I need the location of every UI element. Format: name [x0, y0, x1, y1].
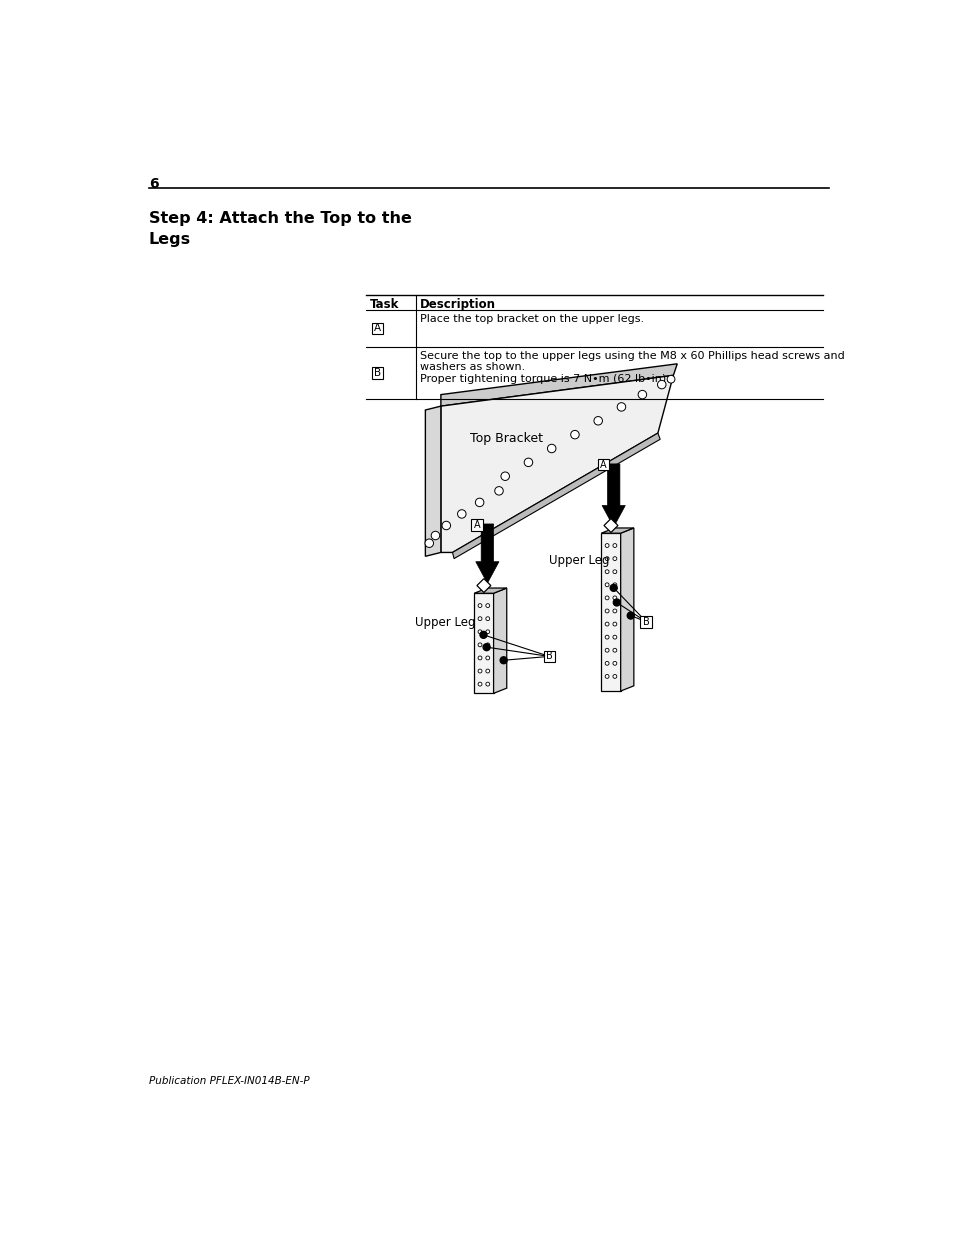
Ellipse shape — [612, 557, 617, 561]
Polygon shape — [474, 588, 506, 593]
Ellipse shape — [604, 622, 608, 626]
Text: Secure the top to the upper legs using the M8 x 60 Phillips head screws and
wash: Secure the top to the upper legs using t… — [419, 351, 843, 384]
Ellipse shape — [604, 569, 608, 573]
Circle shape — [495, 487, 503, 495]
Text: Top Bracket: Top Bracket — [470, 431, 542, 445]
Text: B: B — [374, 368, 380, 378]
FancyBboxPatch shape — [371, 367, 383, 379]
Polygon shape — [440, 375, 673, 552]
Text: Step 4: Attach the Top to the
Legs: Step 4: Attach the Top to the Legs — [149, 211, 411, 247]
Text: Upper Leg: Upper Leg — [415, 615, 476, 629]
Circle shape — [657, 380, 665, 389]
Polygon shape — [476, 524, 498, 583]
Ellipse shape — [612, 662, 617, 666]
Ellipse shape — [604, 583, 608, 587]
Polygon shape — [600, 529, 633, 534]
Ellipse shape — [604, 662, 608, 666]
Ellipse shape — [604, 635, 608, 638]
Polygon shape — [476, 579, 491, 593]
Ellipse shape — [485, 643, 489, 647]
Circle shape — [547, 445, 556, 453]
Circle shape — [441, 521, 450, 530]
Circle shape — [499, 657, 507, 663]
Circle shape — [627, 613, 634, 619]
Bar — [474, 593, 493, 693]
FancyBboxPatch shape — [371, 322, 383, 335]
Ellipse shape — [485, 616, 489, 621]
Polygon shape — [452, 433, 659, 558]
Text: Upper Leg: Upper Leg — [549, 555, 609, 567]
FancyBboxPatch shape — [543, 651, 555, 662]
Ellipse shape — [477, 682, 481, 687]
Circle shape — [431, 531, 439, 540]
Circle shape — [638, 390, 646, 399]
Ellipse shape — [477, 630, 481, 634]
Text: Place the top bracket on the upper legs.: Place the top bracket on the upper legs. — [419, 314, 643, 324]
FancyBboxPatch shape — [639, 616, 652, 627]
Ellipse shape — [604, 557, 608, 561]
Text: A: A — [474, 520, 480, 530]
Text: Description: Description — [419, 298, 496, 310]
Ellipse shape — [612, 609, 617, 613]
Ellipse shape — [485, 682, 489, 687]
Text: B: B — [545, 651, 552, 662]
Circle shape — [500, 472, 509, 480]
Ellipse shape — [612, 674, 617, 678]
Polygon shape — [601, 464, 624, 527]
Ellipse shape — [485, 630, 489, 634]
Circle shape — [475, 498, 483, 506]
Text: A: A — [599, 459, 606, 469]
Circle shape — [610, 584, 617, 592]
Polygon shape — [425, 406, 440, 556]
Ellipse shape — [477, 669, 481, 673]
Polygon shape — [620, 529, 633, 692]
Circle shape — [613, 599, 619, 606]
Ellipse shape — [612, 648, 617, 652]
Text: 6: 6 — [149, 178, 158, 191]
Ellipse shape — [485, 604, 489, 608]
Ellipse shape — [612, 583, 617, 587]
Polygon shape — [493, 588, 506, 693]
Ellipse shape — [612, 597, 617, 600]
Bar — [600, 534, 620, 692]
Ellipse shape — [604, 543, 608, 547]
Ellipse shape — [477, 616, 481, 621]
Text: Publication PFLEX-IN014B-EN-P: Publication PFLEX-IN014B-EN-P — [149, 1076, 309, 1086]
Circle shape — [523, 458, 532, 467]
Ellipse shape — [477, 604, 481, 608]
Ellipse shape — [612, 569, 617, 573]
Ellipse shape — [485, 656, 489, 659]
Polygon shape — [440, 364, 677, 406]
FancyBboxPatch shape — [471, 519, 482, 531]
Circle shape — [457, 510, 466, 519]
Ellipse shape — [612, 635, 617, 638]
Ellipse shape — [604, 609, 608, 613]
Ellipse shape — [612, 622, 617, 626]
Ellipse shape — [604, 674, 608, 678]
Ellipse shape — [604, 648, 608, 652]
Circle shape — [479, 631, 486, 638]
FancyBboxPatch shape — [598, 459, 609, 471]
Circle shape — [617, 403, 625, 411]
Ellipse shape — [477, 656, 481, 659]
Text: B: B — [642, 616, 649, 626]
Text: Task: Task — [369, 298, 398, 310]
Circle shape — [570, 431, 578, 438]
Ellipse shape — [485, 669, 489, 673]
Ellipse shape — [612, 543, 617, 547]
Polygon shape — [603, 519, 618, 532]
Ellipse shape — [477, 643, 481, 647]
Circle shape — [594, 416, 602, 425]
Circle shape — [666, 375, 674, 383]
Circle shape — [424, 538, 433, 547]
Circle shape — [482, 643, 490, 651]
Ellipse shape — [604, 597, 608, 600]
Text: A: A — [374, 324, 380, 333]
